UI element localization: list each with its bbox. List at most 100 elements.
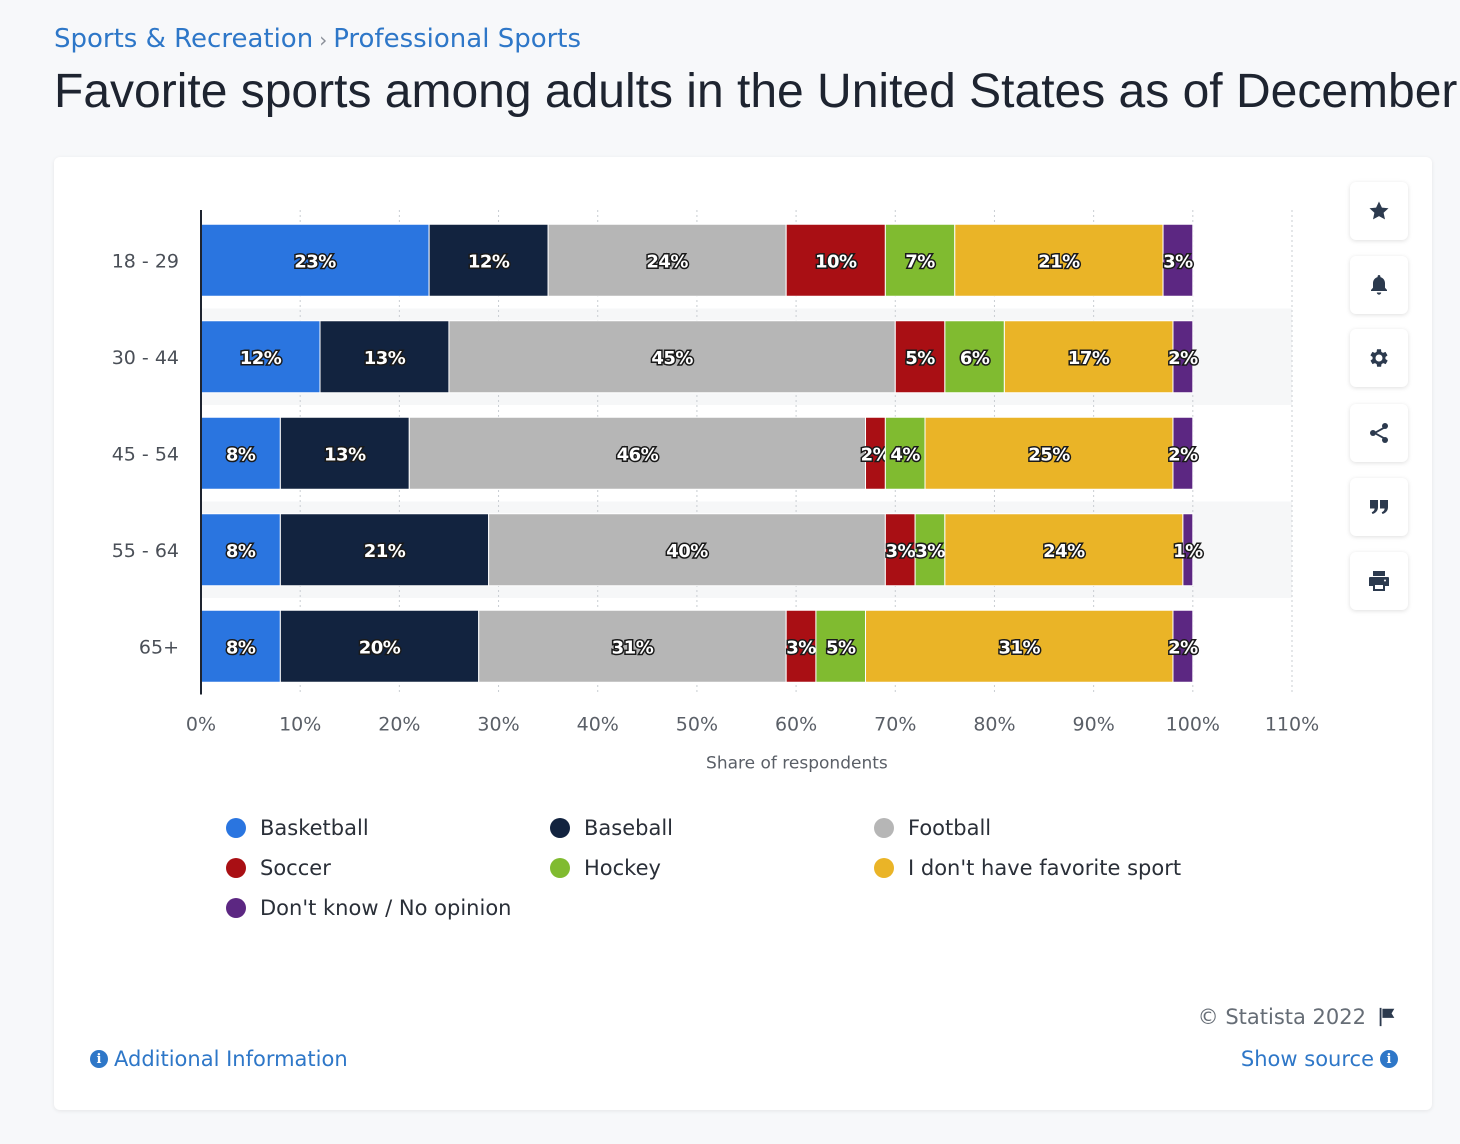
info-icon: i: [90, 1050, 108, 1068]
x-tick-label: 20%: [378, 714, 420, 736]
copyright-text: © Statista 2022: [1197, 1005, 1366, 1029]
y-tick-label: 30 - 44: [112, 347, 179, 369]
gear-icon: [1370, 349, 1388, 367]
copyright: © Statista 2022: [1198, 1005, 1398, 1029]
breadcrumb-category-link[interactable]: Sports & Recreation: [54, 24, 314, 54]
bell-icon: [1371, 275, 1387, 295]
legend-swatch: [226, 858, 246, 878]
data-label: 8%: [226, 541, 256, 562]
bar-segment: [914, 513, 946, 587]
data-label: 4%: [890, 444, 920, 465]
bar-segment: [1162, 223, 1194, 297]
share-icon: [1370, 423, 1388, 443]
x-tick-label: 50%: [676, 714, 718, 736]
bar-segment: [319, 320, 450, 394]
data-label: 1%: [1173, 541, 1203, 562]
bar-segment: [785, 609, 817, 683]
data-label: 23%: [294, 251, 336, 272]
data-label: 25%: [1028, 444, 1070, 465]
data-label: 8%: [226, 444, 256, 465]
legend-label: Hockey: [584, 856, 661, 880]
additional-information-link[interactable]: i Additional Information: [90, 1047, 348, 1071]
bar-segment: [448, 320, 896, 394]
notification-button[interactable]: [1350, 256, 1408, 314]
data-label: 2%: [1168, 637, 1198, 658]
bar-segment: [1172, 609, 1194, 683]
additional-information-label: Additional Information: [114, 1047, 348, 1071]
settings-button[interactable]: [1350, 329, 1408, 387]
legend-swatch: [550, 858, 570, 878]
chart-card: 23% 12% 24% 10% 7% 21% 3% 18 - 29 12% 13% 45% 5% 6% 1…: [54, 157, 1432, 1110]
y-tick-label: 55 - 64: [112, 540, 179, 562]
data-label: 12%: [468, 251, 510, 272]
x-tick-label: 30%: [477, 714, 519, 736]
share-button[interactable]: [1350, 404, 1408, 462]
data-label: 13%: [324, 444, 366, 465]
legend-item[interactable]: I don't have favorite sport: [874, 855, 1198, 881]
bar-segment: [408, 416, 867, 490]
stacked-bar-chart: 23% 12% 24% 10% 7% 21% 3% 18 - 29 12% 13% 45% 5% 6% 1…: [112, 210, 1319, 774]
bookmark-button[interactable]: [1350, 182, 1408, 240]
x-tick-label: 40%: [577, 714, 619, 736]
legend-item[interactable]: Hockey: [550, 855, 874, 881]
legend-item[interactable]: Basketball: [226, 815, 550, 841]
data-label: 2%: [1168, 348, 1198, 369]
x-tick-label: 70%: [874, 714, 916, 736]
legend-swatch: [874, 818, 894, 838]
chart-legend: Basketball Baseball Football Soccer Hockey I …: [226, 815, 1206, 921]
y-tick-label: 45 - 54: [112, 443, 179, 465]
data-label: 6%: [960, 348, 990, 369]
bar-segment: [1172, 320, 1194, 394]
data-label: 3%: [885, 541, 915, 562]
breadcrumb: Sports & Recreation › Professional Sports: [54, 24, 581, 54]
bar-segment: [944, 320, 1005, 394]
data-label: 31%: [998, 637, 1040, 658]
x-tick-label: 0%: [186, 714, 216, 736]
legend-item[interactable]: Baseball: [550, 815, 874, 841]
legend-item[interactable]: Don't know / No opinion: [226, 895, 550, 921]
legend-swatch: [226, 818, 246, 838]
cite-button[interactable]: [1350, 478, 1408, 536]
legend-label: Football: [908, 816, 992, 840]
bar-segment: [1003, 320, 1174, 394]
print-button[interactable]: [1350, 552, 1408, 610]
legend-item[interactable]: Soccer: [226, 855, 550, 881]
flag-icon[interactable]: [1376, 1006, 1398, 1028]
data-label: 7%: [905, 251, 935, 272]
data-label: 24%: [646, 251, 688, 272]
bar-segment: [954, 223, 1164, 297]
y-tick-label: 18 - 29: [112, 250, 179, 272]
data-label: 24%: [1043, 541, 1085, 562]
legend-item[interactable]: Football: [874, 815, 1198, 841]
info-icon: i: [1380, 1050, 1398, 1068]
y-tick-label: 65+: [139, 636, 179, 658]
bar-segment: [279, 609, 480, 683]
legend-swatch: [550, 818, 570, 838]
data-label: 10%: [815, 251, 857, 272]
x-tick-label: 110%: [1265, 714, 1319, 736]
breadcrumb-subcategory-link[interactable]: Professional Sports: [333, 24, 582, 54]
data-label: 3%: [1163, 251, 1193, 272]
data-label: 31%: [612, 637, 654, 658]
data-label: 46%: [617, 444, 659, 465]
bar-segment: [1172, 416, 1194, 490]
bar-segment: [488, 513, 886, 587]
bar-segment: [785, 223, 886, 297]
bar-segment: [884, 513, 916, 587]
data-label: 3%: [915, 541, 945, 562]
x-tick-label: 100%: [1166, 714, 1220, 736]
quote-icon: [1370, 500, 1388, 514]
data-label: 2%: [1168, 444, 1198, 465]
data-label: 21%: [364, 541, 406, 562]
legend-label: Don't know / No opinion: [260, 896, 512, 920]
bar-segment: [1182, 513, 1194, 587]
legend-swatch: [874, 858, 894, 878]
bar-segment: [944, 513, 1184, 587]
show-source-link[interactable]: Show source i: [1241, 1047, 1398, 1071]
data-label: 5%: [905, 348, 935, 369]
data-label: 5%: [826, 637, 856, 658]
bar-segment: [478, 609, 787, 683]
bar-segment: [924, 416, 1174, 490]
x-tick-label: 10%: [279, 714, 321, 736]
bar-segment: [200, 320, 321, 394]
